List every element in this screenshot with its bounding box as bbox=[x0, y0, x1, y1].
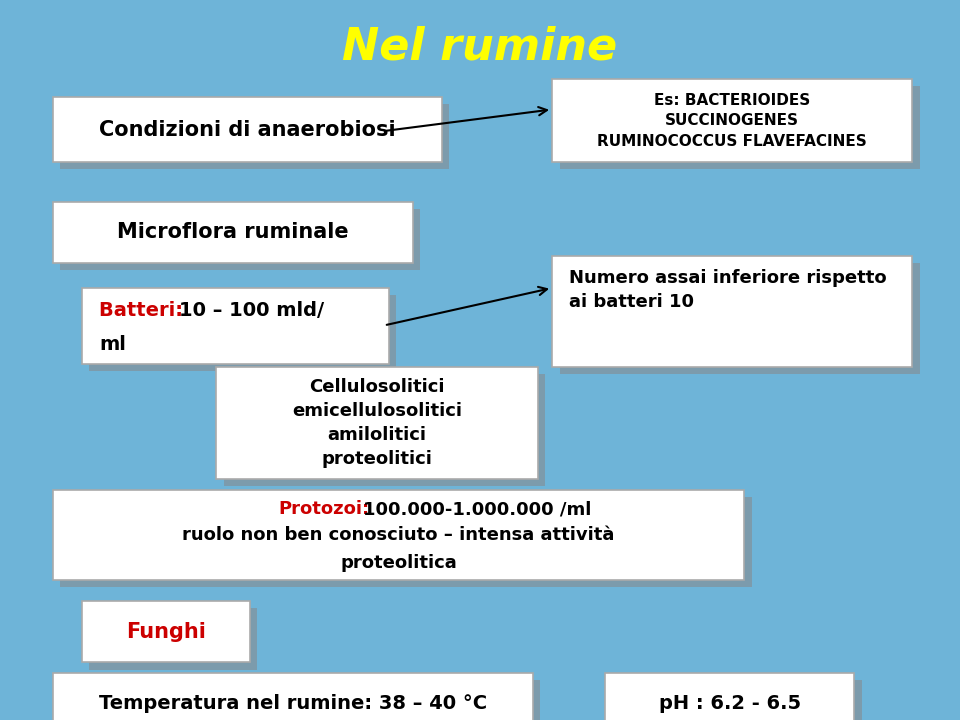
FancyBboxPatch shape bbox=[216, 367, 538, 479]
Text: Microflora ruminale: Microflora ruminale bbox=[117, 222, 348, 242]
FancyBboxPatch shape bbox=[89, 295, 396, 371]
Text: Condizioni di anaerobiosi: Condizioni di anaerobiosi bbox=[99, 120, 396, 140]
FancyBboxPatch shape bbox=[560, 86, 920, 169]
FancyBboxPatch shape bbox=[605, 673, 854, 720]
FancyBboxPatch shape bbox=[60, 209, 420, 270]
Text: Numero assai inferiore rispetto
ai batteri 10: Numero assai inferiore rispetto ai batte… bbox=[569, 269, 887, 311]
FancyBboxPatch shape bbox=[82, 288, 389, 364]
FancyBboxPatch shape bbox=[60, 104, 449, 169]
FancyBboxPatch shape bbox=[60, 680, 540, 720]
FancyBboxPatch shape bbox=[53, 490, 744, 580]
FancyBboxPatch shape bbox=[224, 374, 545, 486]
FancyBboxPatch shape bbox=[560, 263, 920, 374]
FancyBboxPatch shape bbox=[612, 680, 862, 720]
Text: Cellulosolitici
emicellulosolitici
amilolitici
proteolitici: Cellulosolitici emicellulosolitici amilo… bbox=[292, 377, 462, 469]
FancyBboxPatch shape bbox=[82, 601, 250, 662]
Text: 100.000-1.000.000 /ml: 100.000-1.000.000 /ml bbox=[363, 500, 591, 518]
Text: Funghi: Funghi bbox=[126, 622, 205, 642]
FancyBboxPatch shape bbox=[60, 497, 752, 587]
FancyBboxPatch shape bbox=[552, 79, 912, 162]
FancyBboxPatch shape bbox=[552, 256, 912, 367]
Text: ml: ml bbox=[99, 336, 126, 354]
Text: Es: BACTERIOIDES
SUCCINOGENES
RUMINOCOCCUS FLAVEFACINES: Es: BACTERIOIDES SUCCINOGENES RUMINOCOCC… bbox=[597, 93, 867, 148]
Text: Temperatura nel rumine: 38 – 40 °C: Temperatura nel rumine: 38 – 40 °C bbox=[99, 694, 487, 714]
Text: Batteri:: Batteri: bbox=[99, 301, 190, 320]
Text: Protozoi:: Protozoi: bbox=[278, 500, 370, 518]
Text: proteolitica: proteolitica bbox=[340, 554, 457, 572]
FancyBboxPatch shape bbox=[53, 673, 533, 720]
Text: pH : 6.2 - 6.5: pH : 6.2 - 6.5 bbox=[659, 694, 801, 714]
FancyBboxPatch shape bbox=[53, 202, 413, 263]
Text: 10 – 100 mld/: 10 – 100 mld/ bbox=[179, 301, 324, 320]
Text: Nel rumine: Nel rumine bbox=[343, 25, 617, 68]
Text: ruolo non ben conosciuto – intensa attività: ruolo non ben conosciuto – intensa attiv… bbox=[182, 526, 614, 544]
FancyBboxPatch shape bbox=[89, 608, 257, 670]
FancyBboxPatch shape bbox=[53, 97, 442, 162]
